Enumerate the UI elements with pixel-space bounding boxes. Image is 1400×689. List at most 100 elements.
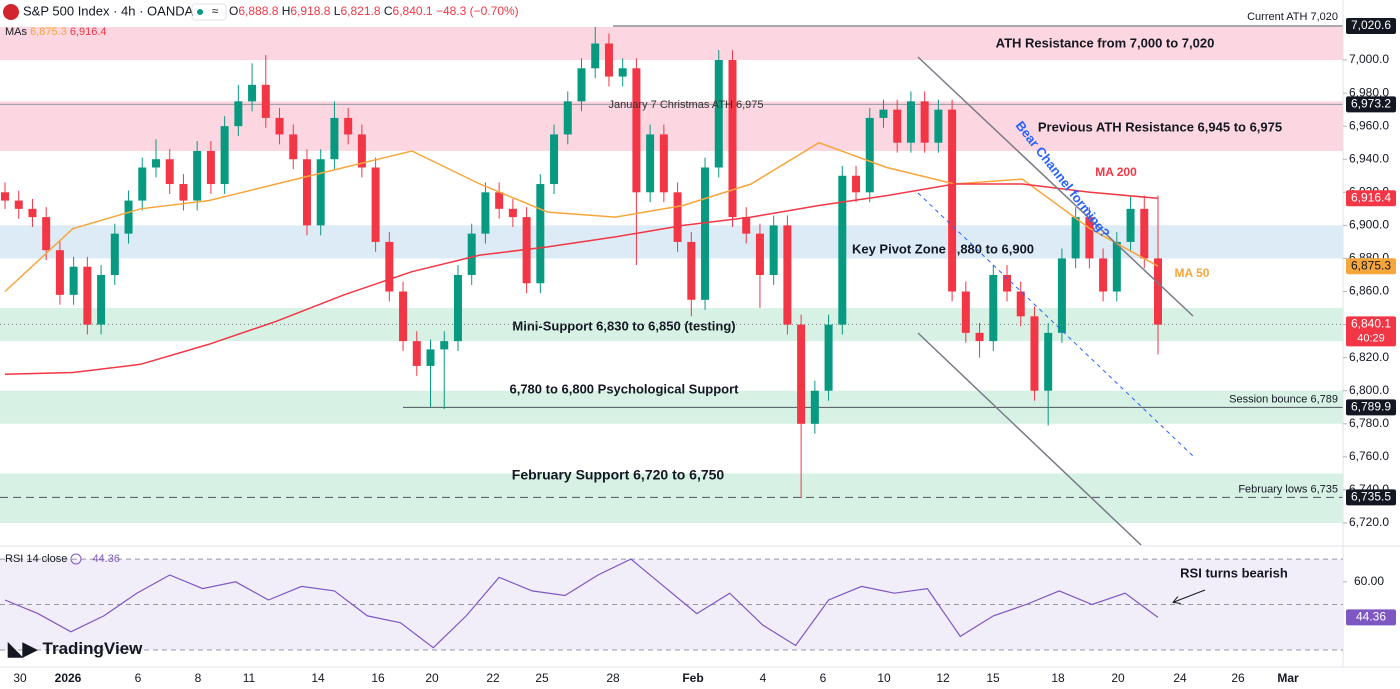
- price-label: 6,735.5: [1351, 490, 1391, 504]
- zone-label: February Support 6,720 to 6,750: [512, 467, 725, 483]
- candle-body: [234, 101, 243, 127]
- ma50-label: MA 50: [1175, 266, 1210, 280]
- candle-body: [1154, 258, 1162, 325]
- candle-body: [399, 291, 408, 342]
- candle-body: [138, 167, 147, 201]
- ohlc-value: 6,840.1: [393, 4, 433, 18]
- y-tick-label: 7,000.0: [1349, 52, 1389, 66]
- candle-body: [604, 43, 613, 77]
- candle-body: [412, 341, 421, 366]
- candle-body: [42, 217, 51, 251]
- candle-body: [508, 208, 517, 218]
- candle-body: [1140, 208, 1149, 259]
- y-tick-label: 6,760.0: [1349, 449, 1389, 463]
- header-bg: [0, 0, 640, 24]
- candle-body: [646, 134, 655, 193]
- ohlc-key: L: [334, 4, 341, 18]
- y-tick-label: 6,720.0: [1349, 515, 1389, 529]
- ma50-value: 6,875.3: [30, 26, 67, 38]
- candle-body: [55, 250, 64, 295]
- candle-body: [893, 109, 902, 143]
- candle-body: [165, 159, 174, 185]
- price-label: 6,875.3: [1351, 258, 1391, 272]
- rsi-annotation: RSI turns bearish: [1180, 565, 1288, 580]
- x-tick-label: 24: [1173, 671, 1187, 685]
- ohlc-value: 6,821.8: [340, 4, 380, 18]
- candle-body: [591, 43, 600, 69]
- candle-body: [453, 274, 462, 342]
- logo: ◣▶ TradingView: [7, 639, 143, 660]
- zone-label: ATH Resistance from 7,000 to 7,020: [996, 35, 1215, 50]
- candle-body: [536, 184, 545, 284]
- rsi-arrow: [1174, 589, 1206, 602]
- symbol[interactable]: S&P 500 Index · 4h · OANDA: [23, 3, 194, 18]
- candle-body: [151, 159, 160, 168]
- y-tick-label: 6,980.0: [1349, 85, 1389, 99]
- ohlc-value: 6,918.8: [290, 4, 330, 18]
- price-label: 7,020.6: [1351, 18, 1391, 32]
- x-tick-label: 8: [195, 671, 202, 685]
- candle-body: [673, 192, 682, 242]
- candle-body: [14, 200, 23, 209]
- candle-body: [440, 341, 449, 350]
- zone: [0, 308, 1343, 342]
- x-tick-label: 4: [760, 671, 767, 685]
- candle-body: [728, 60, 737, 218]
- zone-label: Mini-Support 6,830 to 6,850 (testing): [512, 318, 735, 333]
- price-label-bg: [1346, 190, 1396, 207]
- header-icons[interactable]: [191, 3, 227, 21]
- candle-body: [618, 68, 627, 77]
- candle-body: [344, 117, 353, 135]
- y-tick-label: 60.00: [1354, 574, 1384, 588]
- y-tick-label: 6,860.0: [1349, 284, 1389, 298]
- price-label-bg: [1346, 489, 1396, 506]
- candle-body: [302, 159, 311, 226]
- candle-body: [97, 274, 106, 325]
- x-tick-label: 2026: [55, 671, 82, 685]
- x-tick-label: 20: [1111, 671, 1125, 685]
- candle-body: [920, 101, 929, 143]
- candle-body: [289, 134, 298, 160]
- level-note: February lows 6,735: [1238, 483, 1338, 495]
- candle-body: [275, 117, 284, 135]
- candle-body: [550, 134, 559, 185]
- x-tick-label: 6: [135, 671, 142, 685]
- x-tick-label: 12: [936, 671, 950, 685]
- candle-body: [110, 233, 119, 275]
- candle-body: [1044, 332, 1053, 391]
- candle-body: [797, 324, 806, 424]
- candle-body: [1, 192, 9, 201]
- candle-body: [1126, 208, 1135, 242]
- rsi-last-label: 44.36: [1356, 610, 1386, 624]
- candle-body: [83, 266, 92, 325]
- candle-body: [563, 101, 572, 135]
- candle-body: [330, 117, 339, 160]
- mas-legend[interactable]: MAs 6,875.3 6,916.4: [5, 26, 107, 38]
- candle-body: [1003, 274, 1012, 292]
- y-tick-label: 6,800.0: [1349, 383, 1389, 397]
- channel-lower: [917, 332, 1142, 546]
- candle-body: [755, 233, 764, 275]
- mas-label: MAs: [5, 26, 28, 38]
- candle-body: [577, 68, 586, 102]
- rsi-icon: [70, 553, 82, 565]
- candle-body: [989, 274, 998, 342]
- price-label-bg: [1346, 96, 1396, 113]
- candle-body: [357, 134, 366, 168]
- candle-body: [28, 208, 37, 218]
- candle-body: [261, 84, 270, 118]
- price-label-bg: [1346, 258, 1396, 275]
- zone: [0, 26, 1343, 61]
- candle-body: [481, 192, 490, 234]
- candle-body: [948, 109, 957, 292]
- level-note: Session bounce 6,789: [1229, 393, 1338, 405]
- ath-note: January 7 Christmas ATH 6,975: [608, 99, 763, 111]
- candle-body: [124, 200, 133, 234]
- ohlc-key: H: [282, 4, 291, 18]
- price-label-bg: [1346, 399, 1396, 416]
- zone-label: Key Pivot Zone 6,880 to 6,900: [852, 241, 1034, 256]
- candle-body: [934, 109, 943, 143]
- rsi-legend[interactable]: RSI 14 close 44.36: [5, 553, 120, 565]
